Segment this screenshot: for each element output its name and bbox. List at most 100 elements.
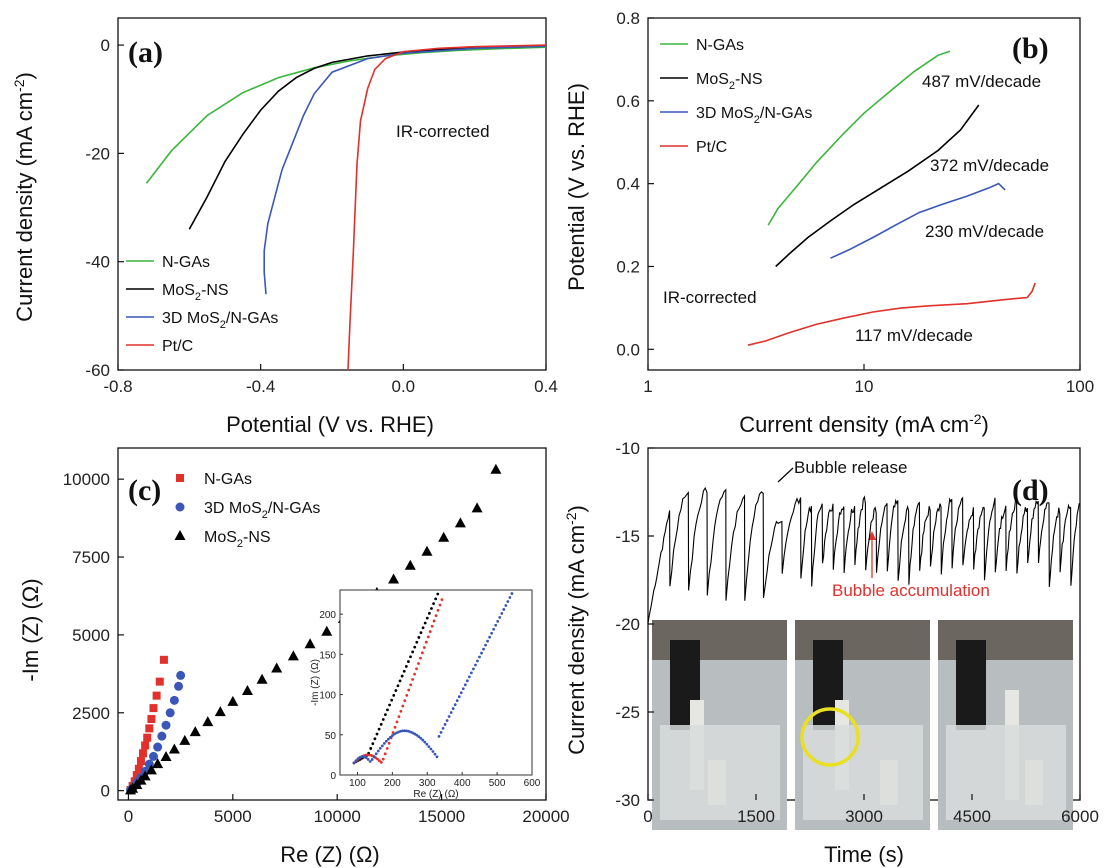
x-tick-label: 10000 — [314, 807, 361, 826]
legend-label: 3D MoS2/N-GAs — [204, 500, 320, 521]
inset-point-ngas — [403, 699, 406, 702]
inset-y-tick-label: 0 — [330, 771, 336, 782]
photo-inset-group — [652, 620, 1073, 830]
point-mos2ns — [179, 735, 190, 745]
bubble-release-label: Bubble release — [794, 458, 907, 477]
inset-x-tick-label: 300 — [419, 778, 436, 789]
inset-point-3d — [452, 707, 455, 710]
x-tick-label: 0 — [643, 807, 652, 826]
point-ngas — [141, 741, 149, 749]
x-tick-label: 0.0 — [392, 377, 416, 396]
panel-b-ylabel: Potential (V vs. RHE) — [564, 83, 589, 291]
inset-point-mos2ns — [407, 660, 410, 663]
inset-point-3d — [440, 731, 443, 734]
inset-point-3d — [466, 679, 469, 682]
inset-point-3d — [502, 608, 505, 611]
point-3d — [170, 696, 179, 705]
point-ngas — [143, 734, 151, 742]
inset-point-mos2ns — [434, 597, 437, 600]
inset-point-3d — [474, 664, 477, 667]
inset-point-3d — [377, 750, 380, 753]
inset-point-3d — [385, 740, 388, 743]
panel-b-label: (b) — [1012, 32, 1049, 65]
inset-point-3d — [454, 703, 457, 706]
inset-point-mos2ns — [374, 737, 377, 740]
panel-c-label: (c) — [128, 474, 161, 507]
inset-point-ngas — [407, 689, 410, 692]
inset-point-ngas — [396, 721, 399, 724]
x-tick-label: 15000 — [418, 807, 465, 826]
y-tick-label: 2500 — [72, 704, 110, 723]
inset-point-3d — [436, 755, 439, 758]
x-tick-label: 6000 — [1061, 807, 1099, 826]
point-ngas — [153, 692, 161, 700]
slope-label-ngas: 487 mV/decade — [922, 72, 1041, 91]
inset-point-ngas — [386, 747, 389, 750]
inset-y-tick-label: 150 — [319, 650, 336, 661]
inset-point-ngas — [431, 625, 434, 628]
point-3d — [174, 682, 183, 691]
slope-label-3d: 230 mV/decade — [925, 222, 1044, 241]
inset-point-ngas — [409, 683, 412, 686]
inset-point-ngas — [417, 662, 420, 665]
point-mos2ns — [438, 532, 449, 542]
inset-point-3d — [421, 739, 424, 742]
panel-a-label: (a) — [128, 36, 163, 69]
legend-label: 3D MoS2/N-GAs — [162, 310, 278, 331]
inset-point-mos2ns — [436, 593, 439, 596]
bubble-release-pointer — [778, 468, 793, 482]
point-ngas — [139, 749, 147, 757]
inset-point-3d — [434, 753, 437, 756]
inset-point-3d — [510, 592, 513, 595]
point-mos2ns — [405, 560, 416, 570]
panel-a-xlabel: Potential (V vs. RHE) — [226, 412, 434, 437]
inset-point-ngas — [423, 646, 426, 649]
inset-point-mos2ns — [384, 713, 387, 716]
inset-point-3d — [488, 636, 491, 639]
point-mos2ns — [169, 744, 180, 754]
inset-point-ngas — [388, 742, 391, 745]
inset-point-3d — [432, 750, 435, 753]
panel-c-legend: N-GAs3D MoS2/N-GAsMoS2-NS — [175, 471, 321, 550]
y-tick-label: -40 — [85, 253, 110, 272]
inset-point-mos2ns — [424, 622, 427, 625]
inset-point-3d — [504, 604, 507, 607]
inset-point-mos2ns — [371, 742, 374, 745]
inset-point-ngas — [435, 614, 438, 617]
legend-label: Pt/C — [696, 139, 727, 156]
inset-point-mos2ns — [390, 699, 393, 702]
point-ngas — [160, 656, 168, 664]
inset-y-tick-label: 200 — [319, 610, 336, 621]
inset-y-tick-label: 100 — [319, 691, 336, 702]
inset-point-3d — [430, 748, 433, 751]
inset-point-3d — [458, 695, 461, 698]
inset-point-3d — [478, 656, 481, 659]
panel-d-ylabel: Current density (mA cm-2) — [563, 505, 589, 755]
inset-point-ngas — [413, 673, 416, 676]
inset-point-3d — [472, 668, 475, 671]
inset-point-3d — [490, 632, 493, 635]
point-mos2ns — [202, 716, 213, 726]
point-3d — [157, 732, 166, 741]
inset-point-ngas — [411, 678, 414, 681]
inset-point-ngas — [398, 715, 401, 718]
slope-label-ptc: 117 mV/decade — [855, 326, 973, 345]
legend-label: N-GAs — [696, 37, 744, 54]
inset-point-3d — [498, 616, 501, 619]
inset-point-3d — [476, 660, 479, 663]
inset-point-mos2ns — [376, 733, 379, 736]
inset-point-ngas — [384, 752, 387, 755]
point-mos2ns — [388, 573, 399, 583]
inset-point-mos2ns — [405, 665, 408, 668]
y-tick-label: 0 — [101, 782, 110, 801]
x-tick-label: -0.4 — [246, 377, 275, 396]
inset-point-3d — [468, 675, 471, 678]
inset-point-3d — [355, 759, 358, 762]
inset-point-ngas — [382, 758, 385, 761]
inset-point-3d — [371, 758, 374, 761]
x-tick-label: 10 — [855, 377, 874, 396]
inset-point-mos2ns — [401, 675, 404, 678]
legend-label: MoS2-NS — [696, 71, 763, 92]
point-mos2ns — [271, 663, 282, 673]
